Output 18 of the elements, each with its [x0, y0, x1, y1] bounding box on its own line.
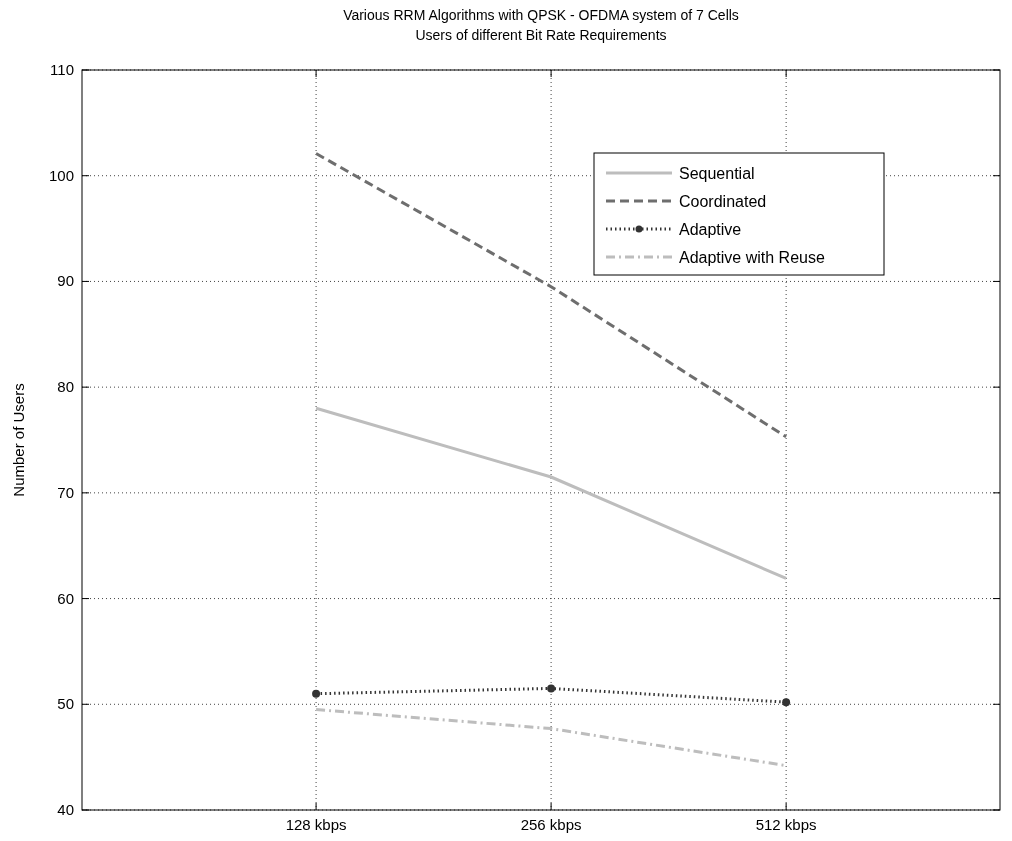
- y-tick-label: 100: [48, 166, 74, 184]
- legend-label: Adaptive: [679, 221, 742, 238]
- chart-subtitle: Users of different Bit Rate Requirements: [415, 27, 667, 43]
- legend-label: Coordinated: [679, 193, 767, 210]
- y-tick-label: 90: [57, 272, 74, 290]
- chart-title: Various RRM Algorithms with QPSK - OFDMA system of 7 Cells: [343, 7, 739, 23]
- legend-label: Adaptive with Reuse: [679, 249, 825, 266]
- x-tick-label: 128 kbps: [285, 816, 347, 833]
- y-tick-label: 80: [57, 378, 74, 396]
- legend-label: Sequential: [679, 165, 755, 182]
- y-tick-label: 110: [50, 61, 74, 78]
- y-axis-title: Number of Users: [10, 383, 27, 497]
- x-tick-label: 256 kbps: [520, 816, 582, 833]
- x-tick-label: 512 kbps: [755, 816, 817, 833]
- y-tick-label: 40: [57, 801, 74, 818]
- y-tick-label: 50: [57, 695, 74, 713]
- y-tick-label: 60: [57, 589, 74, 607]
- y-tick-label: 70: [57, 483, 74, 501]
